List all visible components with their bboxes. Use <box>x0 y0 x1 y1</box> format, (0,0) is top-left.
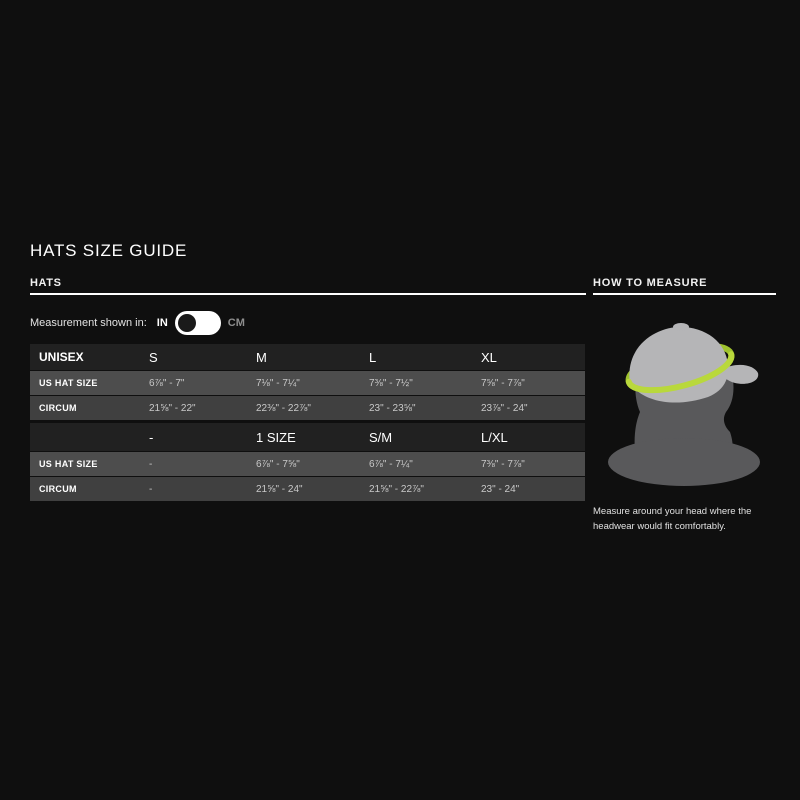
table2-header-dash: - <box>149 429 154 445</box>
toggle-knob-icon <box>177 314 196 332</box>
cell-value: 23" - 23⅝" <box>369 402 416 414</box>
table2-header-sm: S/M <box>369 429 393 445</box>
cell-value: - <box>149 483 153 495</box>
unit-switch-label: Measurement shown in: <box>30 317 147 329</box>
size-table: UNISEX S M L XL US HAT SIZE 6⅞" - 7" 7⅛"… <box>30 344 585 502</box>
cell-value: 7⅜" - 7½" <box>369 377 413 389</box>
cell-value: 7⅝" - 7⅞" <box>481 377 525 389</box>
table1-header-m: M <box>256 349 267 365</box>
cell-value: - <box>149 458 153 470</box>
cell-value: 23" - 24" <box>481 483 520 495</box>
page-title: HATS SIZE GUIDE <box>30 241 188 260</box>
cell-value: 21⅝" - 24" <box>256 483 303 495</box>
row-label-circum: CIRCUM <box>39 484 77 494</box>
table-row: CIRCUM 21⅝" - 22" 22⅜" - 22⅞" 23" - 23⅝"… <box>30 396 585 420</box>
row-label-circum: CIRCUM <box>39 403 77 413</box>
how-to-measure-underline <box>593 293 776 295</box>
hats-underline <box>30 293 586 295</box>
cell-value: 23⅞" - 24" <box>481 402 528 414</box>
row-label-us-hat-size: US HAT SIZE <box>39 459 98 469</box>
row-label-us-hat-size: US HAT SIZE <box>39 378 98 388</box>
cell-value: 6⅞" - 7¼" <box>369 458 413 470</box>
head-measure-illustration-icon <box>596 320 776 490</box>
cell-value: 7⅛" - 7¼" <box>256 377 300 389</box>
table1-header-row: UNISEX S M L XL <box>30 344 585 370</box>
cell-value: 7⅜" - 7⅞" <box>481 458 525 470</box>
table-row: US HAT SIZE 6⅞" - 7" 7⅛" - 7¼" 7⅜" - 7½"… <box>30 371 585 395</box>
table1-header-l: L <box>369 349 377 365</box>
table1-header-xl: XL <box>481 349 497 365</box>
table-row: CIRCUM - 21⅝" - 24" 21⅝" - 22⅞" 23" - 24… <box>30 477 585 501</box>
measure-caption: Measure around your head where the headw… <box>593 506 752 532</box>
cell-value: 21⅝" - 22" <box>149 402 196 414</box>
unit-switch-row: Measurement shown in: IN CM <box>30 310 245 336</box>
unit-label-in: IN <box>156 317 168 329</box>
table1-header-s: S <box>149 349 158 365</box>
unit-toggle[interactable] <box>174 311 221 335</box>
cell-value: 21⅝" - 22⅞" <box>369 483 424 495</box>
table-row: US HAT SIZE - 6⅞" - 7⅝" 6⅞" - 7¼" 7⅜" - … <box>30 452 585 476</box>
unit-label-cm: CM <box>227 317 245 329</box>
table2-header-1size: 1 SIZE <box>256 429 296 445</box>
cell-value: 22⅜" - 22⅞" <box>256 402 311 414</box>
table2-header-lxl: L/XL <box>481 429 508 445</box>
table1-header-unisex: UNISEX <box>39 350 84 364</box>
cell-value: 6⅞" - 7" <box>149 377 185 389</box>
table2-header-row: - 1 SIZE S/M L/XL <box>30 423 585 451</box>
tab-hats[interactable]: HATS <box>30 277 62 289</box>
how-to-measure-heading: HOW TO MEASURE <box>593 277 708 289</box>
cell-value: 6⅞" - 7⅝" <box>256 458 300 470</box>
